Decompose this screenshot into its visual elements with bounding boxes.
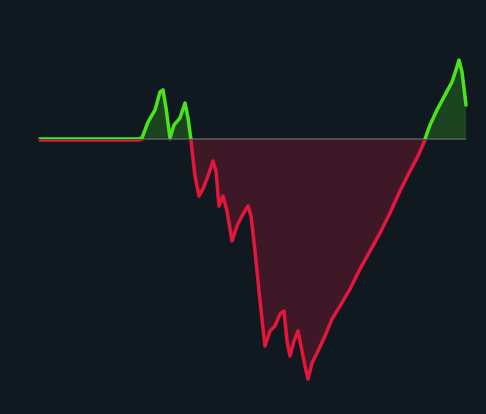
- negative-line: [38, 140, 427, 381]
- positive-line: [38, 58, 468, 139]
- negative-area: [40, 139, 466, 378]
